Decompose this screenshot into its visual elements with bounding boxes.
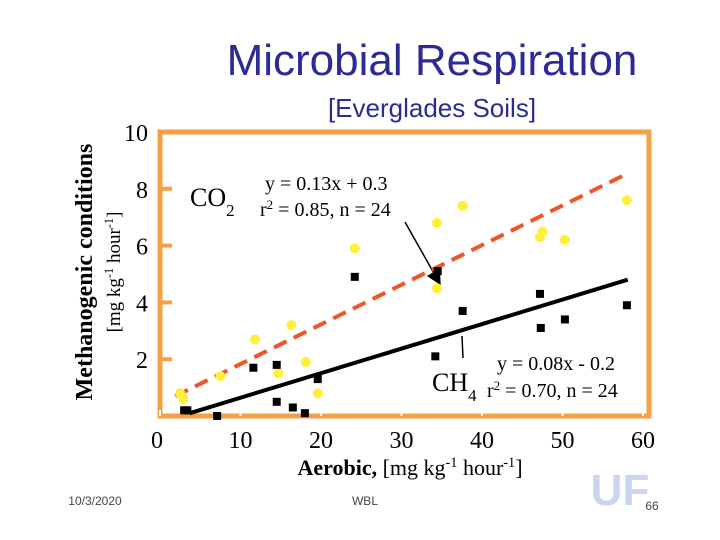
x-axis-units: [mg kg [377, 455, 445, 480]
ch4-point [272, 360, 281, 369]
co2-point [215, 371, 226, 382]
ch4-point [433, 267, 442, 276]
co2-point [273, 368, 284, 379]
ch4-point [313, 375, 322, 384]
y-axis-units-part: hour [104, 228, 125, 268]
series-label: CH4 [432, 368, 477, 405]
fit-stats-part: 2 [494, 378, 501, 393]
subtitle: [Everglades Soils] [328, 93, 536, 123]
ch4-point [288, 403, 297, 412]
x-axis-units: -1 [503, 455, 515, 471]
y-axis-units: [mg kg-1 hour-1] [102, 212, 125, 333]
series-label-part: CH [432, 368, 468, 397]
ch4-point [458, 306, 467, 315]
series-label: CO2 [190, 183, 235, 220]
y-tick-label: 4 [136, 291, 148, 317]
equation: y = 0.13x + 0.3 [265, 173, 388, 195]
fit-stats-part: = 0.70, n = 24 [500, 380, 618, 402]
x-axis-units: hour [457, 455, 504, 480]
y-axis-units-part: -1 [102, 268, 116, 278]
co2-point [431, 217, 442, 228]
co2-point [312, 388, 323, 399]
series-label-part: CO [190, 183, 226, 212]
x-axis-label-main: Aerobic, [297, 455, 377, 480]
ch4-point [213, 412, 222, 420]
y-axis-units-part: ] [104, 212, 125, 218]
pointer-line [461, 335, 464, 359]
x-axis-units: ] [515, 455, 522, 480]
fit-stats: r2 = 0.85, n = 24 [260, 197, 391, 222]
x-tick-label: 30 [390, 428, 414, 454]
y-tick-label: 10 [124, 121, 148, 147]
y-tick-label: 2 [136, 348, 148, 374]
footer-date: 10/3/2020 [68, 494, 122, 508]
co2-point [349, 243, 360, 254]
equation: y = 0.08x - 0.2 [497, 353, 615, 375]
page-number: 66 [645, 499, 659, 513]
ch4-point [183, 406, 192, 415]
x-axis-units: -1 [446, 455, 458, 471]
series-label-part: 4 [468, 386, 477, 405]
co2-point [178, 393, 189, 404]
trend-line [189, 277, 629, 416]
ch4-point [300, 409, 309, 418]
fit-stats-part: 2 [267, 197, 274, 212]
ch4-point [350, 272, 359, 281]
x-axis-label: Aerobic, [mg kg-1 hour-1] [297, 455, 522, 480]
co2-point [537, 226, 548, 237]
x-tick-label: 20 [309, 428, 333, 454]
fit-stats-part: r [487, 380, 494, 402]
co2-point [559, 234, 570, 245]
x-tick-label: 10 [229, 428, 253, 454]
x-tick-label: 0 [151, 428, 163, 454]
fit-stats-part: = 0.85, n = 24 [273, 199, 391, 221]
footer-author: WBL [352, 494, 378, 508]
y-axis-units-part: -1 [102, 218, 116, 228]
ch4-point [560, 315, 569, 324]
ch4-point [431, 352, 440, 361]
y-tick-label: 6 [136, 235, 148, 261]
fit-stats-part: r [260, 199, 267, 221]
co2-point [300, 357, 311, 368]
ch4-point [622, 301, 631, 310]
co2-point [457, 200, 468, 211]
x-tick-label: 60 [631, 428, 655, 454]
ch4-point [536, 323, 545, 332]
logo: UF [591, 466, 650, 515]
ch4-point [535, 289, 544, 298]
fit-stats: r2 = 0.70, n = 24 [487, 378, 618, 403]
y-axis-units-part: [mg kg [104, 278, 125, 333]
co2-point [249, 334, 260, 345]
title: Microbial Respiration [227, 36, 638, 85]
co2-point [286, 320, 297, 331]
y-tick-label: 8 [136, 178, 148, 204]
plot-frame [157, 129, 652, 419]
x-tick-label: 50 [551, 428, 575, 454]
ch4-point [249, 363, 258, 372]
x-tick-label: 40 [470, 428, 494, 454]
co2-point [431, 283, 442, 294]
y-axis-label: Methanogenic conditions [72, 144, 98, 401]
ch4-point [272, 397, 281, 406]
series-label-part: 2 [226, 201, 234, 220]
co2-point [621, 195, 632, 206]
trend-line [174, 172, 627, 398]
